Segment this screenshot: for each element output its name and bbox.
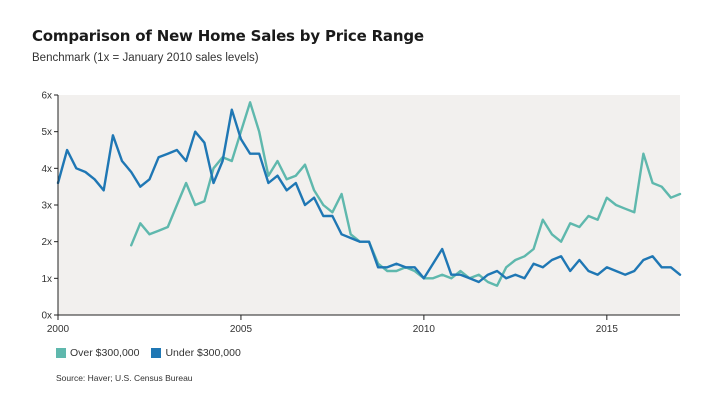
y-tick-label: 3x — [41, 201, 52, 212]
legend-swatch-under — [151, 348, 162, 358]
x-tick-label: 2015 — [596, 324, 619, 335]
y-tick-label: 1x — [41, 274, 52, 285]
legend-label-over: Over $300,000 — [70, 347, 140, 359]
legend-swatch-over — [56, 348, 66, 358]
legend-label-under: Under $300,000 — [165, 347, 241, 359]
x-tick-label: 2005 — [230, 324, 253, 335]
legend-item-under: Under $300,000 — [151, 347, 241, 359]
y-tick-label: 2x — [41, 237, 52, 248]
x-tick-label: 2010 — [413, 324, 436, 335]
chart-subtitle: Benchmark (1x = January 2010 sales level… — [32, 52, 259, 64]
legend: Over $300,000 Under $300,000 — [56, 347, 241, 359]
series-layer — [56, 101, 682, 287]
y-tick-label: 6x — [41, 91, 52, 102]
y-tick-label: 0x — [41, 311, 52, 322]
source-note: Source: Haver; U.S. Census Bureau — [56, 373, 193, 383]
axis-layer: 0x 1x 2x 3x 4x 5x 6x 2000 2005 2010 2015 — [41, 91, 680, 335]
x-tick-label: 2000 — [47, 324, 70, 335]
y-tick-label: 4x — [41, 164, 52, 175]
y-tick-label: 5x — [41, 127, 52, 138]
plot-area — [58, 95, 680, 315]
legend-item-over: Over $300,000 — [56, 347, 139, 359]
series-line-under-300k — [56, 108, 682, 284]
chart-title: Comparison of New Home Sales by Price Ra… — [32, 27, 424, 45]
